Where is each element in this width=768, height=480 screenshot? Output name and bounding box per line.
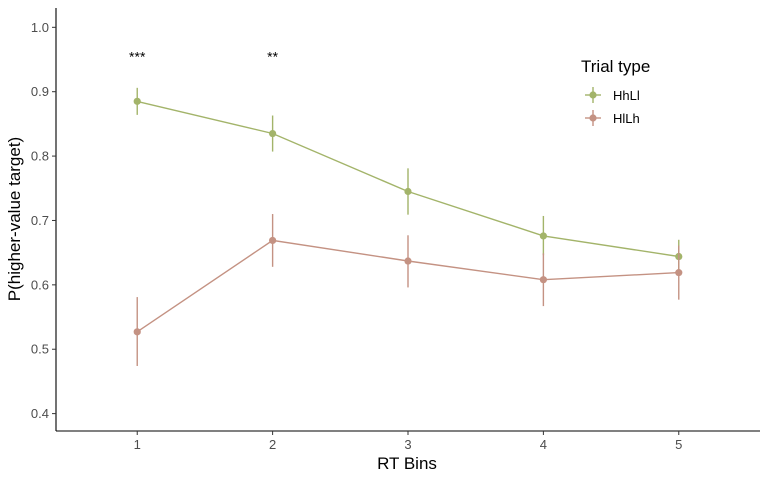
legend: Trial type HhLl HlLh [581, 57, 650, 126]
data-point [269, 236, 277, 245]
axes: 0.4 0.5 0.6 0.7 0.8 0.9 1.0 1 2 3 4 5 [31, 8, 760, 452]
x-axis-title: RT Bins [377, 454, 437, 473]
y-tick-label: 0.8 [31, 149, 49, 164]
y-tick-label: 0.7 [31, 213, 49, 228]
x-tick-label: 1 [134, 437, 141, 452]
legend-key-point [589, 91, 597, 99]
series-layer [133, 87, 683, 366]
legend-label: HlLh [613, 111, 640, 126]
data-point [675, 269, 683, 277]
series-hllh [133, 214, 683, 366]
data-point [404, 257, 412, 265]
y-tick-label: 0.6 [31, 277, 49, 292]
significance-marker: ** [267, 48, 278, 64]
data-point [539, 232, 547, 240]
significance-marker: *** [129, 48, 146, 64]
data-point [404, 187, 412, 196]
legend-title: Trial type [581, 57, 650, 76]
data-point [133, 328, 141, 336]
x-tick-label: 2 [269, 437, 276, 452]
x-tick-label: 4 [540, 437, 547, 452]
y-tick-label: 0.4 [31, 406, 49, 421]
y-tick-label: 1.0 [31, 20, 49, 35]
y-tick-label: 0.9 [31, 84, 49, 99]
legend-label: HhLl [613, 88, 640, 103]
data-point [133, 97, 141, 105]
data-point [269, 129, 277, 138]
data-point [539, 276, 547, 284]
y-axis-title: P(higher-value target) [5, 137, 24, 301]
x-tick-label: 3 [404, 437, 411, 452]
x-tick-label: 5 [675, 437, 682, 452]
annotations: *** ** [129, 48, 279, 64]
legend-key-point [589, 114, 597, 122]
y-tick-label: 0.5 [31, 342, 49, 357]
